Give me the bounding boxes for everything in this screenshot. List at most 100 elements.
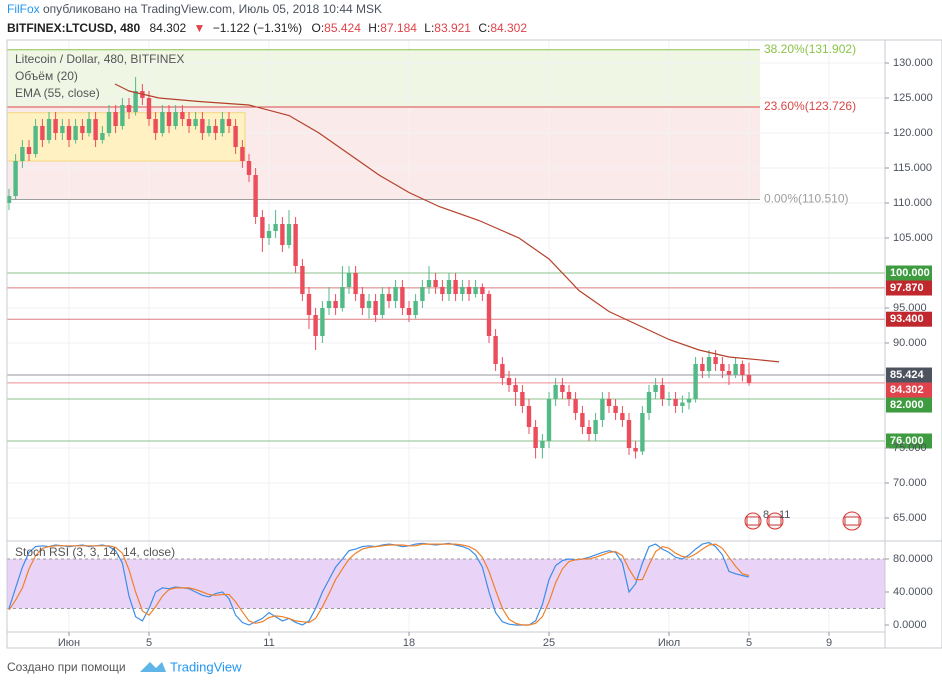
candle-body (346, 273, 352, 288)
candle-body (513, 384, 518, 392)
ema-line (114, 83, 780, 363)
brand-link[interactable]: TradingView (170, 659, 242, 674)
x-tick-label: 9 (826, 637, 832, 649)
candle-body (6, 196, 12, 204)
candle-body (313, 314, 318, 336)
y-tick-label: 40.0000 (893, 586, 933, 598)
legend-ema: EMA (55, close) (15, 86, 100, 100)
candle-body (240, 147, 245, 162)
change: −1.122 (−1.31%) (213, 21, 302, 35)
candle-body (113, 112, 118, 127)
x-tick-label: 18 (403, 637, 415, 649)
candle-body (280, 224, 285, 246)
candle-body (566, 391, 572, 399)
candle-body (586, 426, 592, 434)
candle-body (373, 300, 378, 315)
x-tick-label: 25 (543, 637, 555, 649)
candle-body (686, 398, 692, 403)
candle-body (133, 91, 138, 113)
candle-body (120, 105, 125, 127)
candle-body (413, 300, 418, 315)
candle-body (733, 363, 738, 375)
candle-body (333, 300, 338, 308)
level-label: 93.400 (890, 313, 924, 325)
candle-body (680, 402, 685, 406)
candle-body (400, 287, 405, 308)
candle-body (180, 112, 185, 120)
candle-body (300, 266, 305, 294)
candle-body (546, 398, 552, 441)
candle-body (673, 398, 678, 406)
level-label: 76.000 (890, 435, 924, 447)
level-label: 85.424 (890, 369, 925, 381)
candle-body (200, 119, 205, 134)
level-badge (886, 433, 932, 449)
candle-body (480, 287, 485, 294)
candle-body (573, 398, 578, 413)
candle-body (93, 119, 98, 141)
level-label: 84.302 (890, 384, 924, 396)
y-tick-label: 95.000 (893, 302, 927, 314)
level-badge (886, 367, 932, 383)
candle-body (706, 356, 712, 371)
candle-body (486, 293, 492, 336)
y-tick-label: 105.000 (893, 232, 933, 244)
candle-body (33, 126, 38, 155)
legend-title: Litecoin / Dollar, 480, BITFINEX (15, 52, 184, 66)
candle-body (526, 405, 532, 427)
level-badge (886, 397, 932, 413)
candle-body (60, 126, 65, 134)
candle-body (666, 398, 672, 400)
candle-body (20, 147, 25, 162)
y-tick-label: 0.0000 (893, 619, 927, 631)
candle-body (466, 287, 472, 294)
candle-body (380, 293, 385, 315)
y-tick-label: 110.000 (893, 197, 932, 209)
candle-body (146, 98, 152, 120)
fib-zone (7, 49, 760, 107)
candle-body (226, 119, 232, 127)
level-label: 100.000 (890, 267, 930, 279)
candle-body (253, 175, 258, 218)
candle-body (720, 363, 725, 371)
candle-body (13, 161, 18, 197)
candle-body (340, 287, 345, 308)
author[interactable]: FilFox (7, 2, 40, 16)
y-tick-label: 80.0000 (893, 553, 933, 565)
candle-body (420, 287, 425, 301)
candle-body (186, 119, 192, 127)
candle-body (633, 447, 638, 452)
candle-body (740, 363, 745, 376)
x-tick-label: Июл (658, 637, 680, 649)
ohlc-label: C: (478, 21, 490, 35)
last-price: 84.302 (149, 21, 186, 35)
ohlc-label: O: (312, 21, 325, 35)
candle-body (640, 412, 645, 452)
y-tick-label: 130.000 (893, 57, 933, 69)
candle-body (26, 147, 32, 155)
candle-body (493, 335, 498, 364)
candle-body (213, 126, 218, 134)
y-tick-label: 75.000 (893, 442, 927, 454)
candle-body (286, 224, 292, 246)
candle-body (700, 363, 705, 371)
level-badge (886, 265, 932, 281)
flag-stripes (844, 516, 860, 526)
y-tick-label: 65.000 (893, 512, 927, 524)
candle-body (626, 419, 632, 448)
symbol: BITFINEX:LTCUSD, 480 (7, 21, 140, 35)
candle-body (540, 440, 545, 448)
brand-logo[interactable] (140, 662, 166, 672)
candle-body (193, 119, 198, 127)
candle-body (320, 307, 325, 336)
candle-body (366, 300, 372, 308)
candle-body (646, 391, 652, 413)
x-tick-label: Июн (58, 637, 80, 649)
candle-body (613, 405, 618, 413)
candle-body (453, 280, 458, 294)
candle-body (53, 119, 58, 134)
candle-body (593, 419, 598, 434)
stoch-band (7, 558, 885, 609)
plot-area: 38.20%(131.902) 23.60%(123.726) 0.00%(110.… (6, 40, 885, 632)
